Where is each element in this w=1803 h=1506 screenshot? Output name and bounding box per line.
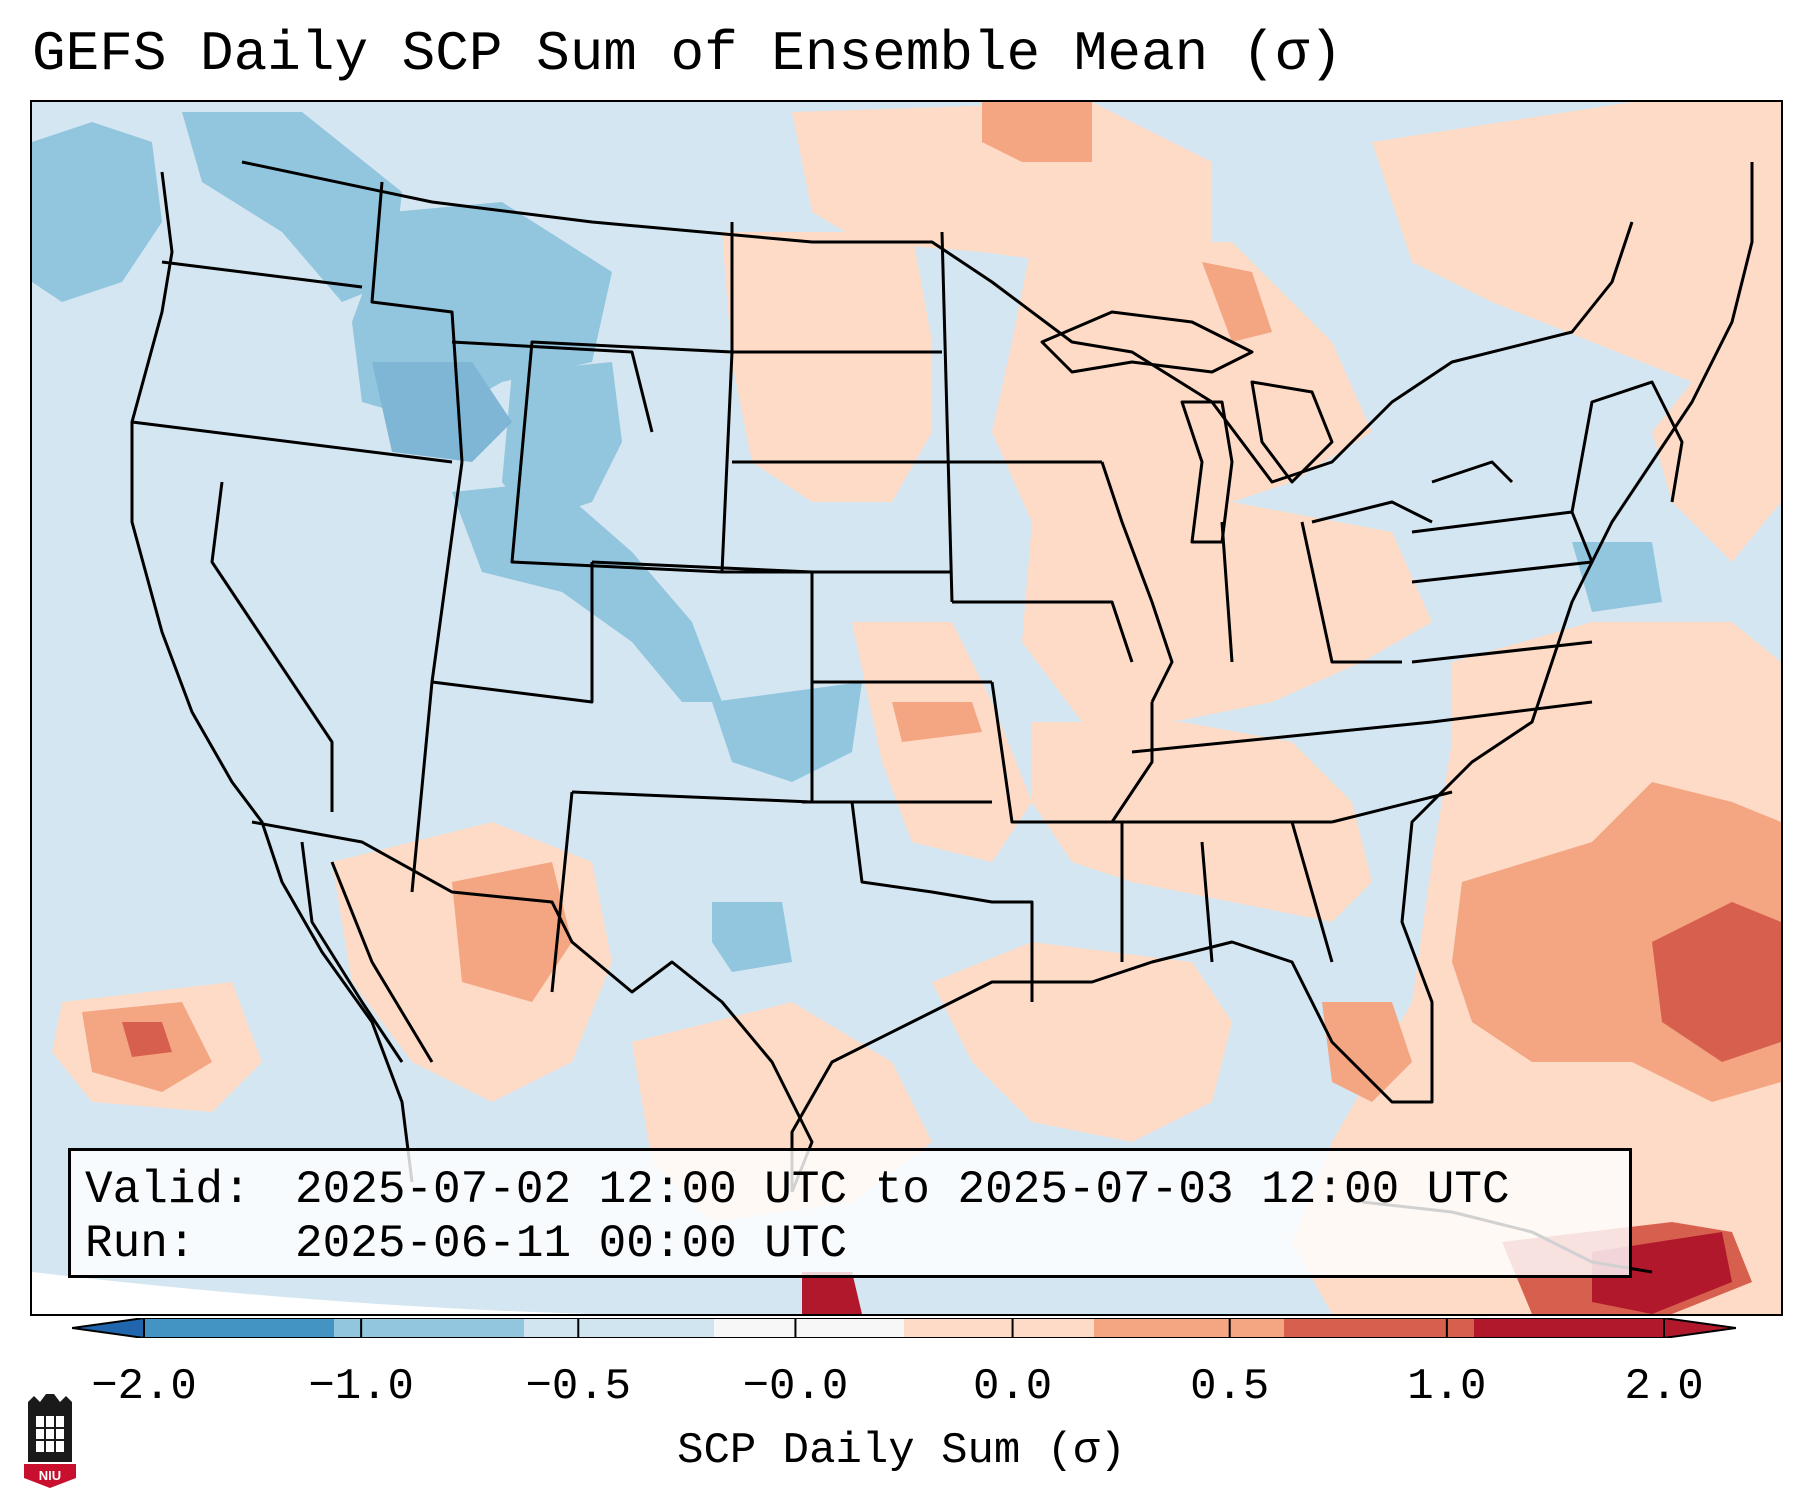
oregon-north-line (161, 260, 363, 289)
colorbar-tick-label: 1.0 (1407, 1362, 1487, 1412)
minnesota-iowa (942, 460, 1134, 663)
colorbar-over-arrow (1664, 1318, 1736, 1338)
carolinas (1331, 640, 1593, 824)
montana-south-line (451, 340, 654, 433)
pennsylvania-ny (1411, 510, 1594, 584)
region-texas-panhandle-blue (712, 682, 862, 782)
lake-huron (1250, 380, 1334, 484)
region-quebec-red (1372, 102, 1781, 382)
colorbar-ticks: −2.0 −1.0 −0.5 −0.0 0.0 0.5 1.0 2.0 (0, 1362, 1803, 1412)
run-label: Run: (85, 1218, 196, 1270)
region-arizona-new-mexico-red-core (452, 862, 572, 1002)
lake-erie-ontario (1311, 460, 1514, 524)
wisconsin-illinois (1100, 461, 1174, 703)
region-mid-south-red-core (892, 702, 982, 742)
colorbar-segment (904, 1318, 1095, 1338)
region-west-atlantic-red-core (1652, 902, 1781, 1062)
region-gulf-red (932, 942, 1232, 1142)
region-south-mexico-red-core (802, 1272, 862, 1314)
region-canada-central-red-core (982, 102, 1092, 162)
colorbar-tick-label: −2.0 (91, 1362, 197, 1412)
region-east-pacific-red-dark (122, 1022, 172, 1057)
borders (130, 160, 1754, 1274)
colorbar-tick-label: −0.5 (525, 1362, 632, 1412)
us-mexico-border (251, 820, 814, 1193)
utah-line (430, 461, 594, 704)
niu-logo-text: NIU (39, 1468, 61, 1483)
anomaly-field (32, 102, 1781, 1314)
colorbar-tick-label: −0.0 (742, 1362, 849, 1412)
region-pacific-northwest-blue (32, 122, 162, 302)
colorbar-tick-label: −1.0 (308, 1362, 414, 1412)
map-svg (32, 102, 1781, 1314)
colorbar-segment (714, 1318, 905, 1338)
west-coast (130, 171, 414, 1183)
kentucky-tennessee (1112, 720, 1433, 824)
lake-michigan (1180, 400, 1234, 544)
new-england (1570, 380, 1684, 513)
colorbar-segment (1474, 1318, 1665, 1338)
colorbar-tick-label: 2.0 (1624, 1362, 1704, 1412)
region-pnw-coast-blue (182, 112, 402, 302)
canada-us-border (241, 160, 1634, 484)
colorbar-segment (1094, 1318, 1285, 1338)
projection-edge-bottom-left (32, 1272, 592, 1314)
colorbar-segment (524, 1318, 715, 1338)
colorbar-segment (334, 1318, 525, 1338)
lake-superior (1040, 310, 1254, 374)
dakotas-lines (730, 222, 954, 603)
baja-peninsula (300, 841, 434, 1063)
california-north-line (131, 420, 453, 464)
niu-shield (24, 1464, 76, 1488)
map-panel (30, 100, 1783, 1316)
arizona-new-mexico-line (410, 681, 574, 993)
valid-label: Valid: (85, 1164, 251, 1216)
colorado-box (571, 560, 814, 804)
region-great-lakes-red-core (1202, 262, 1272, 342)
run-value: 2025-06-11 00:00 UTC (295, 1218, 848, 1270)
colorbar-segment (1284, 1318, 1475, 1338)
colorbar-tick-label: 0.0 (972, 1362, 1053, 1412)
colorbar-under-arrow (72, 1318, 144, 1338)
colorbar (72, 1318, 1736, 1338)
region-mid-south-red (852, 622, 1032, 862)
colorbar-label: SCP Daily Sum (σ) (677, 1426, 1126, 1476)
valid-row: Valid: 2025-07-02 12:00 UTC to 2025-07-03… (85, 1163, 1615, 1217)
idaho-line (370, 181, 464, 463)
valid-value: 2025-07-02 12:00 UTC to 2025-07-03 12:00… (295, 1164, 1510, 1216)
mississippi-alabama (1120, 821, 1334, 963)
gulf-coast (790, 162, 1754, 1192)
niu-logo: NIU (24, 1394, 76, 1488)
region-northwest-blue-dark (372, 362, 512, 462)
region-dakotas-minnesota-red (722, 232, 932, 502)
region-utah-colorado-blue (452, 482, 722, 702)
indiana-ohio (1220, 521, 1402, 664)
oklahoma-texas (812, 800, 1034, 1002)
colorbar-segment (144, 1318, 335, 1338)
region-west-texas-blue (712, 902, 792, 972)
region-wyoming-blue (502, 362, 622, 522)
region-new-england-red (1652, 362, 1781, 562)
colorbar-tick-label: 0.5 (1190, 1362, 1270, 1412)
region-florida-red (1322, 1002, 1412, 1102)
nevada-california-line (210, 481, 334, 812)
chart-title: GEFS Daily SCP Sum of Ensemble Mean (σ) (32, 22, 1343, 86)
run-row: Run: 2025-06-11 00:00 UTC (85, 1217, 1615, 1271)
validity-info-box: Valid: 2025-07-02 12:00 UTC to 2025-07-03… (68, 1148, 1632, 1278)
